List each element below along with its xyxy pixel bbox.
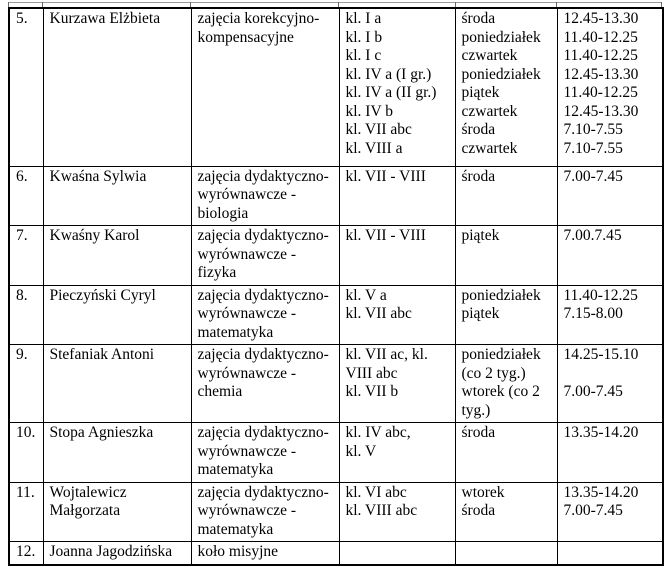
table-row: 9. Stefaniak Antoni zajęcia dydaktyczno- w… bbox=[8, 344, 664, 423]
cell-classes bbox=[338, 541, 456, 565]
cell-time: 7.00-7.45 bbox=[556, 165, 664, 226]
cropped-row-remnant-tick bbox=[8, 2, 9, 7]
cell-no: 7. bbox=[8, 225, 44, 286]
cell-activity: zajęcia dydaktyczno- wyrównawcze - matem… bbox=[190, 481, 340, 542]
cell-time: 12.45-13.30 11.40-12.25 11.40-12.25 12.4… bbox=[556, 7, 664, 167]
cell-day: piątek bbox=[454, 225, 558, 286]
cell-teacher: Kwaśny Karol bbox=[42, 225, 192, 286]
cell-activity: zajęcia dydaktyczno- wyrównawcze - biolo… bbox=[190, 165, 340, 226]
cropped-row-remnant-tick bbox=[338, 2, 339, 7]
cell-classes: kl. VI abc kl. VIII abc bbox=[338, 481, 456, 542]
cropped-row-remnant-tick bbox=[190, 2, 191, 7]
cell-activity: zajęcia dydaktyczno- wyrównawcze - chemi… bbox=[190, 344, 340, 423]
table-row: 11. Wojtalewicz Małgorzata zajęcia dydakty… bbox=[8, 481, 664, 542]
table-row: 8. Pieczyński Cyryl zajęcia dydaktyczno- w… bbox=[8, 284, 664, 345]
table-row: 10. Stopa Agnieszka zajęcia dydaktyczno- w… bbox=[8, 422, 664, 483]
cell-no: 12. bbox=[8, 541, 44, 565]
table-row: 6. Kwaśna Sylwia zajęcia dydaktyczno- wyró… bbox=[8, 165, 664, 226]
cell-classes: kl. I a kl. I b kl. I c kl. IV a (I gr.)… bbox=[338, 7, 456, 167]
cell-classes: kl. V a kl. VII abc bbox=[338, 284, 456, 345]
cropped-row-remnant-tick bbox=[455, 2, 456, 7]
cell-teacher: Joanna Jagodzińska bbox=[42, 541, 192, 565]
cell-time: 13.35-14.20 7.00-7.45 bbox=[556, 481, 664, 542]
table-row: 12. Joanna Jagodzińska koło misyjne bbox=[8, 541, 664, 565]
cell-day: środa bbox=[454, 165, 558, 226]
cell-classes: kl. VII ac, kl. VIII abc kl. VII b bbox=[338, 344, 456, 423]
cell-day: wtorek środa bbox=[454, 481, 558, 542]
cell-time bbox=[556, 541, 664, 565]
cell-activity: koło misyjne bbox=[190, 541, 340, 565]
table-row: 5. Kurzawa Elżbieta zajęcia korekcyjno- ko… bbox=[8, 7, 664, 167]
cell-classes: kl. VII - VIII bbox=[338, 225, 456, 286]
cell-teacher: Stefaniak Antoni bbox=[42, 344, 192, 423]
cell-teacher: Stopa Agnieszka bbox=[42, 422, 192, 483]
cell-activity: zajęcia dydaktyczno- wyrównawcze - matem… bbox=[190, 284, 340, 345]
cropped-row-remnant-tick bbox=[661, 2, 662, 7]
cropped-row-remnant-tick bbox=[556, 2, 557, 7]
schedule-table-body: 5. Kurzawa Elżbieta zajęcia korekcyjno- ko… bbox=[8, 7, 664, 565]
cell-activity: zajęcia korekcyjno- kompensacyjne bbox=[190, 7, 340, 167]
schedule-table: 5. Kurzawa Elżbieta zajęcia korekcyjno- ko… bbox=[8, 7, 664, 566]
table-row: 7. Kwaśny Karol zajęcia dydaktyczno- wyrów… bbox=[8, 225, 664, 286]
cell-no: 11. bbox=[8, 481, 44, 542]
cropped-row-remnant-tick bbox=[42, 2, 43, 7]
cell-teacher: Kwaśna Sylwia bbox=[42, 165, 192, 226]
cell-activity: zajęcia dydaktyczno- wyrównawcze - fizyk… bbox=[190, 225, 340, 286]
cell-day: środa poniedziałek czwartek poniedziałek… bbox=[454, 7, 558, 167]
cell-day: środa bbox=[454, 422, 558, 483]
cell-no: 8. bbox=[8, 284, 44, 345]
cell-teacher: Pieczyński Cyryl bbox=[42, 284, 192, 345]
cell-time: 14.25-15.10 7.00-7.45 bbox=[556, 344, 664, 423]
cell-no: 6. bbox=[8, 165, 44, 226]
cell-time: 7.00.7.45 bbox=[556, 225, 664, 286]
cell-teacher: Wojtalewicz Małgorzata bbox=[42, 481, 192, 542]
cell-day bbox=[454, 541, 558, 565]
cell-classes: kl. VII - VIII bbox=[338, 165, 456, 226]
cell-day: poniedziałek (co 2 tyg.) wtorek (co 2 ty… bbox=[454, 344, 558, 423]
cell-time: 13.35-14.20 bbox=[556, 422, 664, 483]
cell-no: 10. bbox=[8, 422, 44, 483]
cell-day: poniedziałek piątek bbox=[454, 284, 558, 345]
cell-activity: zajęcia dydaktyczno- wyrównawcze - matem… bbox=[190, 422, 340, 483]
cell-classes: kl. IV abc, kl. V bbox=[338, 422, 456, 483]
cell-no: 5. bbox=[8, 7, 44, 167]
cell-teacher: Kurzawa Elżbieta bbox=[42, 7, 192, 167]
cell-no: 9. bbox=[8, 344, 44, 423]
cell-time: 11.40-12.25 7.15-8.00 bbox=[556, 284, 664, 345]
cropped-row-remnant-line bbox=[8, 2, 661, 3]
